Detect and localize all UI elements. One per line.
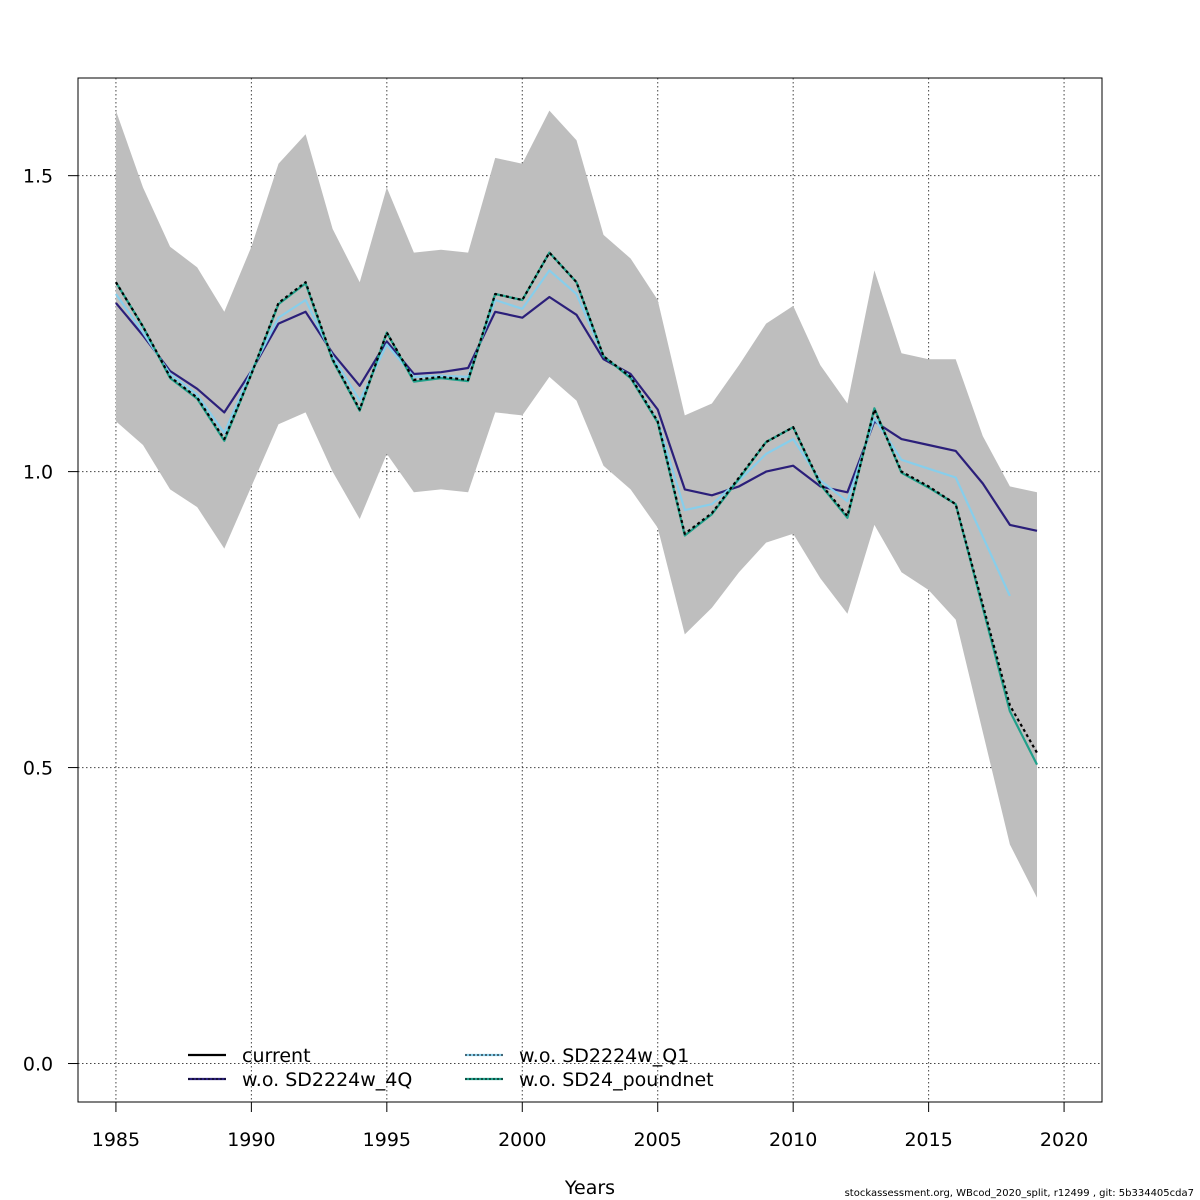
series-line-0 — [114, 251, 1038, 754]
x-tick-label: 2015 — [904, 1129, 952, 1151]
footer-note: stockassessment.org, WBcod_2020_split, r… — [845, 1188, 1194, 1199]
legend-label-3: w.o. SD24_poundnet — [519, 1069, 714, 1091]
x-tick-label: 2000 — [498, 1129, 546, 1151]
y-tick-label: 0.5 — [23, 758, 53, 780]
x-tick-label: 2005 — [634, 1129, 682, 1151]
x-axis-title: Years — [564, 1177, 615, 1199]
y-tick-label: 1.0 — [23, 462, 53, 484]
legend-label-1: w.o. SD2224w_4Q — [242, 1069, 412, 1091]
plot-frame — [77, 77, 1103, 1103]
legend-label-0: current — [242, 1045, 311, 1067]
legend-label-2: w.o. SD2224w_Q1 — [519, 1045, 689, 1067]
confidence-band — [115, 110, 1037, 898]
confidence-band-layer — [115, 110, 1037, 898]
x-tick-label: 1990 — [227, 1129, 275, 1151]
y-axis: 0.0 0.5 1.0 1.5 — [23, 166, 78, 1076]
x-tick-label: 2010 — [769, 1129, 817, 1151]
x-axis: 1985 1990 1995 2000 2005 2010 2015 2020 — [92, 1102, 1088, 1151]
y-tick-label: 1.5 — [23, 166, 53, 188]
x-tick-label: 1985 — [92, 1129, 140, 1151]
x-tick-label: 2020 — [1040, 1129, 1088, 1151]
y-tick-label: 0.0 — [23, 1054, 53, 1076]
x-tick-label: 1995 — [363, 1129, 411, 1151]
series-layer — [114, 251, 1038, 766]
